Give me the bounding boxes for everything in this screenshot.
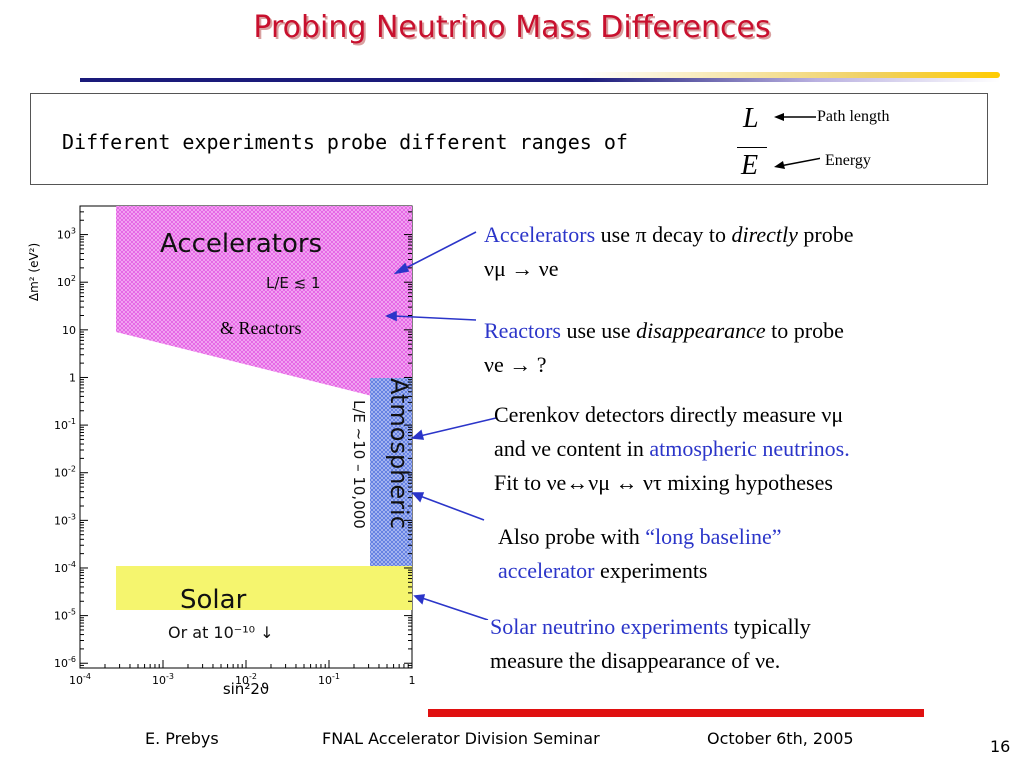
- atmospheric-label: Atmospheric: [385, 378, 413, 529]
- footer-bar: [428, 709, 924, 717]
- atmospheric-region: [370, 378, 412, 566]
- atmospheric-le-label: L/E ~10 – 10,000: [350, 400, 368, 529]
- energy-label: Energy: [825, 152, 871, 169]
- bullet-text: experiments: [594, 558, 708, 583]
- y-axis-label: Δm² (eV²): [27, 243, 41, 301]
- footer-author: E. Prebys: [145, 729, 219, 748]
- y-tick-label: 10-5: [54, 608, 76, 623]
- bullet-cerenkov: Cerenkov detectors directly measure νμ a…: [494, 398, 850, 500]
- solar-region: [116, 566, 412, 610]
- bullet-accelerators: Accelerators use π decay to directly pro…: [484, 218, 853, 286]
- bullet-text: use π decay to: [595, 222, 732, 247]
- x-axis-label: sin²2ϑ: [223, 680, 269, 698]
- bullet-text: Also probe with: [498, 524, 646, 549]
- y-ticks: [80, 211, 412, 669]
- slide-title: Probing Neutrino Mass Differences: [253, 10, 771, 45]
- callout-arrows: [385, 231, 497, 620]
- bullet-text: use use: [560, 318, 637, 343]
- y-tick-label: 10-4: [54, 560, 76, 575]
- fraction-denominator: E: [741, 150, 759, 181]
- accelerators-le-label: L/E ≲ 1: [266, 274, 321, 292]
- bullet-text: typically: [728, 614, 811, 639]
- path-length-label: Path length: [817, 108, 890, 125]
- x-tick-label: 10-3: [152, 672, 174, 687]
- x-tick-label: 1: [409, 674, 416, 687]
- intro-box: [30, 93, 988, 185]
- accelerators-region: [116, 206, 412, 406]
- y-tick-label: 10-1: [54, 417, 76, 432]
- bullet-text: and νe content in: [494, 436, 650, 461]
- y-tick-label: 10: [62, 324, 76, 337]
- intro-text: Different experiments probe different ra…: [62, 130, 628, 154]
- x-tick-label: 10-1: [318, 672, 340, 687]
- bullet-text: measure the disappearance of νe.: [490, 648, 781, 673]
- accelerators-term: Accelerators: [484, 222, 596, 247]
- bullet-formula: νe → ?: [484, 352, 547, 377]
- accelerator-term: accelerator: [498, 558, 595, 583]
- fraction-bar: [737, 147, 767, 148]
- y-tick-label: 103: [57, 227, 76, 242]
- bullet-text: to probe: [765, 318, 844, 343]
- solar-term: Solar neutrino experiments: [490, 614, 729, 639]
- footer-event: FNAL Accelerator Division Seminar: [322, 729, 600, 748]
- bullet-long-baseline: Also probe with “long baseline” accelera…: [498, 520, 782, 588]
- y-tick-label: 1: [69, 371, 76, 384]
- bullet-emphasis: directly: [731, 222, 798, 247]
- arrow-icon: [774, 113, 820, 169]
- solar-note-label: Or at 10⁻¹⁰ ↓: [168, 623, 274, 642]
- y-tick-label: 10-2: [54, 465, 76, 480]
- fraction-numerator: L: [743, 103, 759, 134]
- y-tick-label: 10-6: [54, 655, 76, 670]
- reactors-label: & Reactors: [220, 318, 301, 338]
- x-ticks: [79, 660, 413, 668]
- footer-date: October 6th, 2005: [707, 729, 854, 748]
- atmospheric-term: atmospheric neutrinos.: [649, 436, 850, 461]
- bullet-reactors: Reactors use use disappearance to probe …: [484, 314, 844, 382]
- bullet-formula: νμ → νe: [484, 256, 559, 281]
- accelerators-label: Accelerators: [160, 229, 322, 259]
- long-baseline-term: “long baseline”: [645, 524, 782, 549]
- bullet-text: probe: [797, 222, 854, 247]
- solar-label: Solar: [180, 585, 247, 615]
- page-number: 16: [990, 737, 1011, 756]
- bullet-emphasis: disappearance: [636, 318, 766, 343]
- x-tick-label: 10-4: [69, 672, 91, 687]
- y-tick-label: 102: [57, 274, 76, 289]
- bullet-text: Fit to νe↔νμ ↔ ντ mixing hypotheses: [494, 470, 833, 495]
- bullet-text: Cerenkov detectors directly measure νμ: [494, 402, 844, 427]
- reactors-term: Reactors: [484, 318, 561, 343]
- bullet-solar: Solar neutrino experiments typically mea…: [490, 610, 811, 678]
- y-tick-label: 10-3: [54, 512, 76, 527]
- title-underline: [80, 72, 1000, 82]
